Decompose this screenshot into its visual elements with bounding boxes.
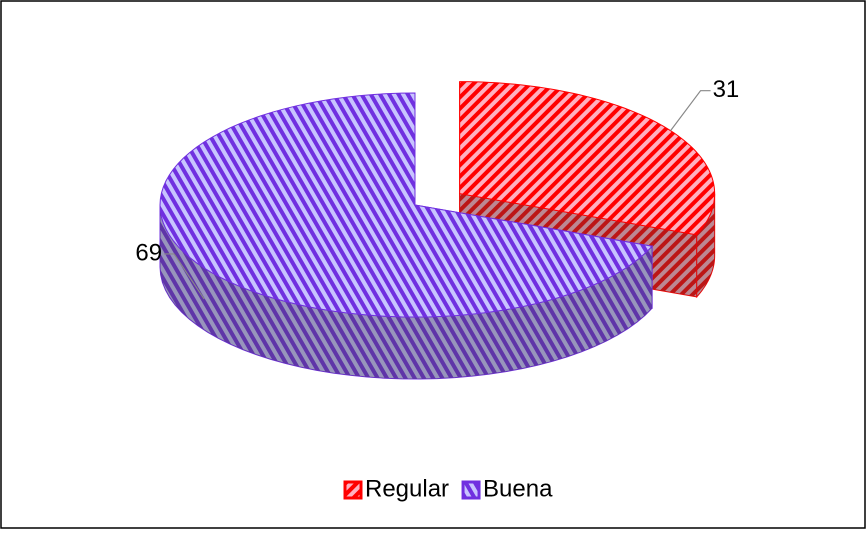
- legend-label: Regular: [365, 475, 449, 502]
- legend-label: Buena: [483, 475, 553, 502]
- legend-swatch: [461, 480, 481, 500]
- legend-swatch: [343, 480, 363, 500]
- leader-line: [164, 253, 205, 300]
- slice: [159, 92, 654, 380]
- legend: Regular Buena: [343, 475, 553, 502]
- data-label: 69: [135, 239, 162, 266]
- slice-top: [159, 92, 654, 318]
- data-label: 31: [713, 76, 740, 103]
- leader-line: [670, 90, 711, 132]
